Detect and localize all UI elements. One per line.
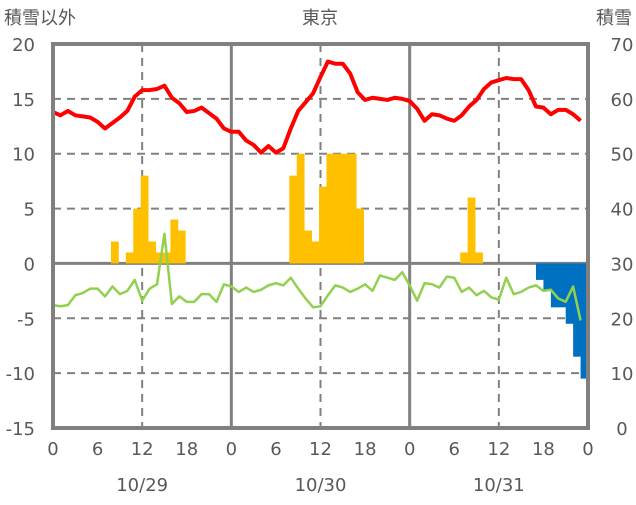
x-tick-label: 0: [582, 439, 593, 460]
precipitation-bar: [296, 153, 305, 264]
x-tick-label: 12: [131, 439, 154, 460]
right-axis-label: 積雪: [596, 8, 632, 29]
frame: [51, 42, 590, 430]
chart-title: 東京: [302, 8, 338, 29]
left-axis-label: 積雪以外: [4, 8, 76, 29]
x-tick-label: 0: [47, 439, 58, 460]
x-tick-label: 6: [270, 439, 281, 460]
x-tick-label: 18: [354, 439, 377, 460]
left-tick-label: 15: [12, 90, 35, 111]
x-tick-label: 12: [309, 439, 332, 460]
precipitation-bar: [348, 153, 357, 264]
left-tick-label: 0: [24, 254, 35, 275]
date-label: 10/30: [295, 475, 347, 496]
precipitation-bar: [333, 153, 342, 264]
precipitation-bar: [326, 153, 335, 264]
left-tick-label: -15: [6, 419, 35, 440]
x-tick-label: 12: [487, 439, 510, 460]
plot-frame: [51, 42, 590, 430]
precipitation-bar: [170, 219, 179, 264]
precipitation-bar: [133, 208, 142, 264]
snow_depth-bar: [535, 263, 544, 280]
left-tick-label: 10: [12, 145, 35, 166]
precipitation-bar: [125, 252, 134, 264]
precipitation-bar: [460, 252, 469, 264]
snow_depth-bar: [558, 263, 567, 308]
snow_depth-bar: [580, 263, 589, 379]
right-tick-label: 0: [616, 419, 627, 440]
snow_depth-bar: [550, 263, 559, 308]
precipitation-bar: [311, 241, 320, 264]
lines: [52, 59, 582, 321]
left-tick-label: -5: [17, 309, 35, 330]
green_series-line: [52, 232, 582, 321]
right-tick-label: 20: [611, 309, 634, 330]
precipitation-bar: [341, 153, 350, 264]
right-tick-label: 50: [611, 145, 634, 166]
right-tick-label: 70: [611, 35, 634, 56]
snow_depth-bar: [543, 263, 552, 291]
precipitation-bar: [140, 175, 149, 264]
right-tick-label: 40: [611, 200, 634, 221]
x-tick-label: 18: [175, 439, 198, 460]
precipitation-bar: [304, 230, 312, 264]
precipitation-bar: [155, 252, 164, 264]
right-tick-label: 10: [611, 364, 634, 385]
x-tick-label: 6: [92, 439, 103, 460]
precipitation-bar: [289, 175, 298, 264]
right-tick-label: 60: [611, 90, 634, 111]
precipitation-bar: [177, 230, 186, 264]
left-tick-label: 5: [24, 200, 35, 221]
precipitation-bar: [475, 252, 483, 264]
x-tick-label: 0: [404, 439, 415, 460]
temperature-line: [52, 59, 582, 155]
x-tick-label: 18: [532, 439, 555, 460]
left-tick-label: 20: [12, 35, 35, 56]
precipitation-bar: [319, 186, 327, 264]
left-tick-label: -10: [6, 364, 35, 385]
precipitation-bar: [467, 197, 476, 264]
date-label: 10/29: [116, 475, 168, 496]
date-label: 10/31: [473, 475, 525, 496]
right-tick-label: 30: [611, 254, 634, 275]
precipitation-bar: [110, 241, 119, 264]
bars: [110, 153, 589, 379]
x-tick-label: 0: [226, 439, 237, 460]
labels: 積雪以外 東京 積雪 20151050-5-10-157060504030201…: [4, 8, 633, 496]
precipitation-bar: [356, 208, 364, 264]
precipitation-bar: [148, 241, 156, 264]
x-tick-label: 6: [449, 439, 460, 460]
